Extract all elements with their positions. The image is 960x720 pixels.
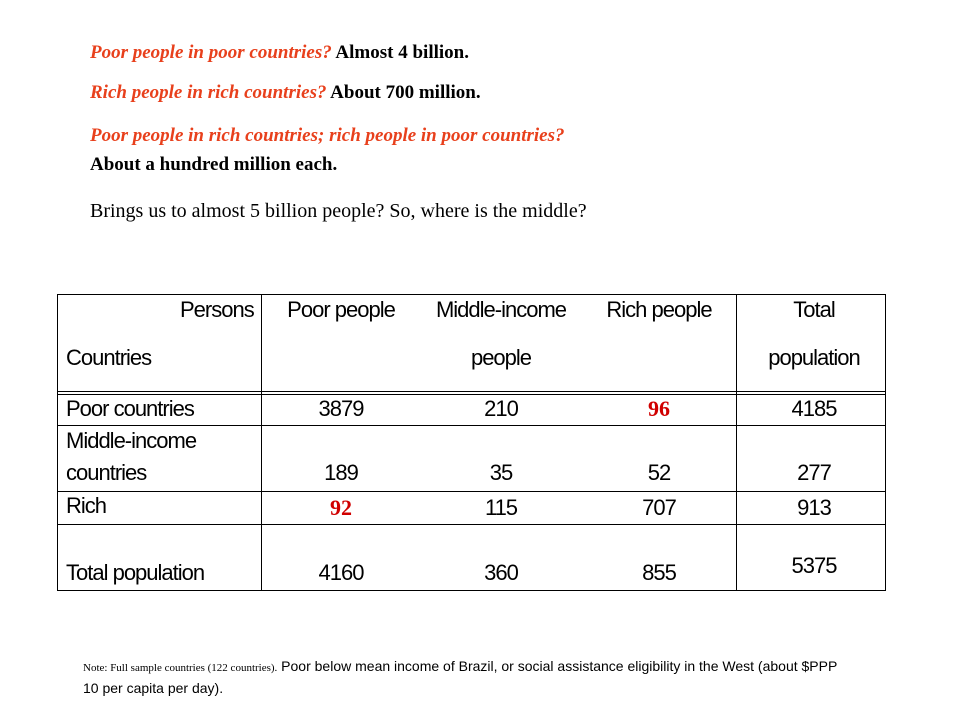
table-cell-highlight: 92 [330,495,352,520]
answer-text: About a hundred million each. [90,154,338,175]
table-cell: 5375 [791,553,838,578]
corner-header-countries: Countries [66,345,152,370]
table-cell: 4160 [318,560,365,585]
row-label-poor-countries: Poor countries [66,396,195,421]
footnote-sample: Note: Full sample countries (122 countri… [83,662,278,674]
question-text: Poor people in rich countries; rich peop… [90,125,565,146]
intro-line-5: Brings us to almost 5 billion people? So… [90,200,587,222]
table-divider [58,394,885,395]
row-label-middle-income: Middle-income [66,428,197,453]
table-divider [261,295,262,392]
table-cell: 277 [797,460,832,485]
table-cell: 855 [642,560,677,585]
intro-line-3: Poor people in rich countries; rich peop… [90,125,565,147]
table-cell: 360 [484,560,519,585]
intro-line-2: Rich people in rich countries? About 700… [90,82,481,104]
table-cell: 707 [642,495,677,520]
footnote-definition: Poor below mean income of Brazil, or soc… [83,658,838,696]
footnote: Note: Full sample countries (122 countri… [83,656,843,698]
table-divider [736,295,737,392]
table-cell: 115 [484,495,518,520]
table-cell: 210 [484,396,519,421]
table-divider [58,491,885,492]
row-label-middle-income-2: countries [66,460,147,485]
corner-header-persons: Persons [180,297,255,322]
table-cell: 189 [324,460,359,485]
column-header-middle-2: people [470,345,532,370]
column-header-total: Total [793,297,835,322]
table-cell: 35 [489,460,514,485]
row-label-rich: Rich [66,493,107,518]
population-table: Persons Countries Poor people Middle-inc… [57,294,886,591]
column-header-middle: Middle-income [435,297,567,322]
column-header-total-2: population [768,345,861,370]
question-text: Poor people in poor countries? [90,42,332,63]
table-cell: 4185 [791,396,838,421]
row-label-total: Total population [66,560,205,585]
column-header-poor: Poor people [287,297,396,322]
column-header-rich: Rich people [606,297,712,322]
table-cell: 52 [647,460,672,485]
table-cell: 913 [797,495,832,520]
answer-text: About 700 million. [326,82,481,103]
table-divider [58,524,885,525]
intro-line-1: Poor people in poor countries? Almost 4 … [90,42,469,64]
intro-line-4: About a hundred million each. [90,154,337,176]
table-cell-highlight: 96 [648,396,670,421]
table-divider [58,391,885,392]
table-divider [58,425,885,426]
table-cell: 3879 [318,396,365,421]
question-text: Rich people in rich countries? [90,82,327,103]
answer-text: Almost 4 billion. [331,42,469,63]
